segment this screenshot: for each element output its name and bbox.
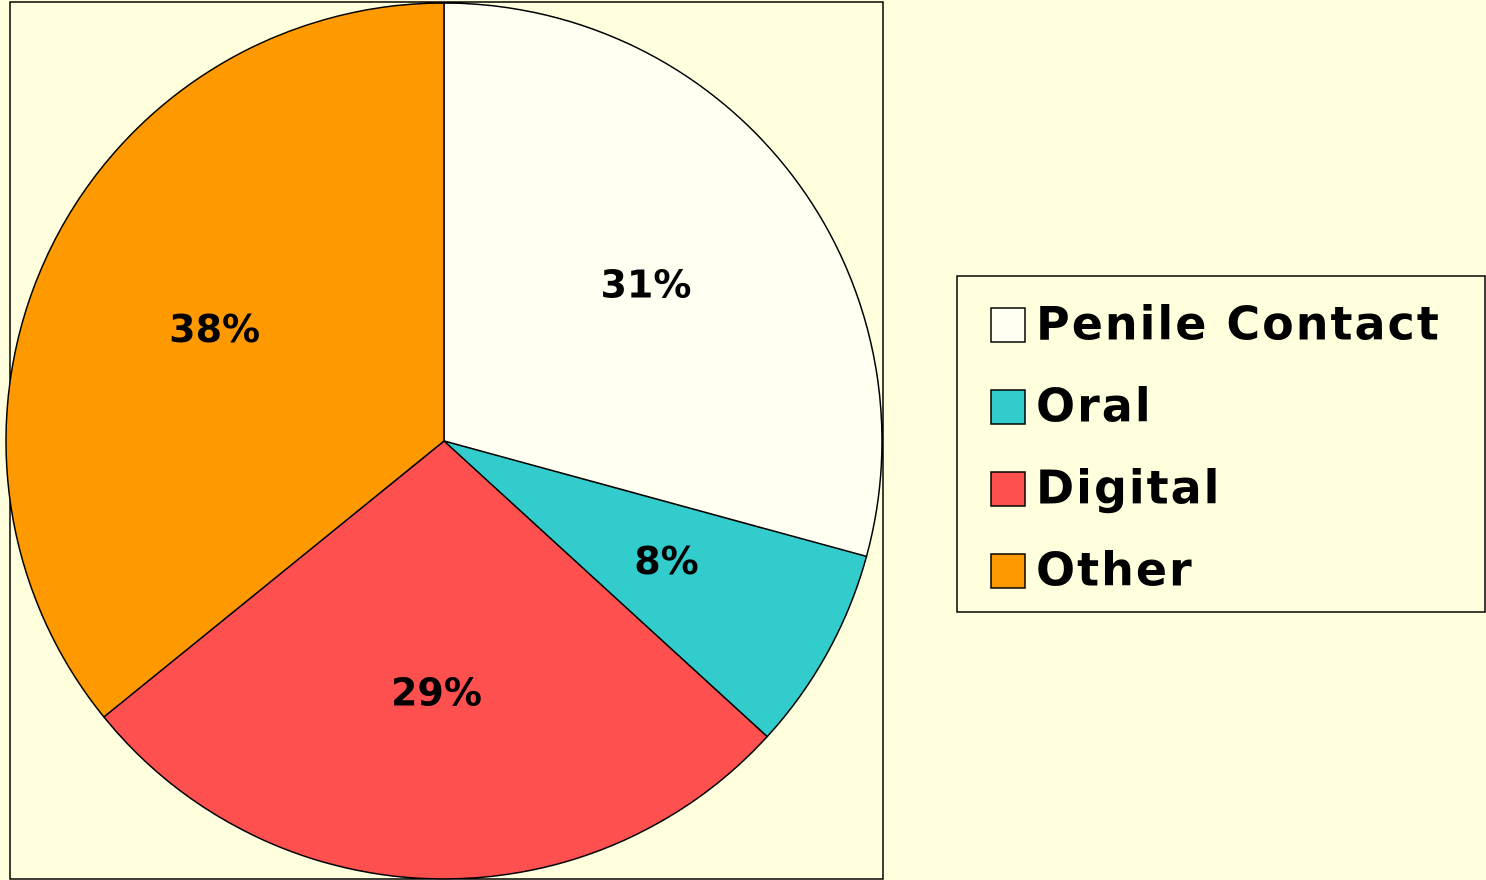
data-label: 29% xyxy=(391,670,482,714)
pie-slice xyxy=(5,2,445,719)
legend-swatch xyxy=(990,389,1026,425)
legend-swatch xyxy=(990,307,1026,343)
legend-label: Other xyxy=(1036,543,1194,597)
data-label: 38% xyxy=(169,307,260,351)
legend-swatch xyxy=(990,471,1026,507)
pie-slice xyxy=(102,440,769,880)
pie-slice xyxy=(443,440,868,738)
legend-label: Penile Contact xyxy=(1036,297,1441,351)
legend-label: Digital xyxy=(1036,461,1221,515)
pie-slice xyxy=(443,2,883,558)
legend-label: Oral xyxy=(1036,379,1153,433)
data-label: 31% xyxy=(600,262,691,306)
data-label: 8% xyxy=(634,539,699,583)
legend-frame xyxy=(956,275,1486,613)
legend-swatch xyxy=(990,553,1026,589)
